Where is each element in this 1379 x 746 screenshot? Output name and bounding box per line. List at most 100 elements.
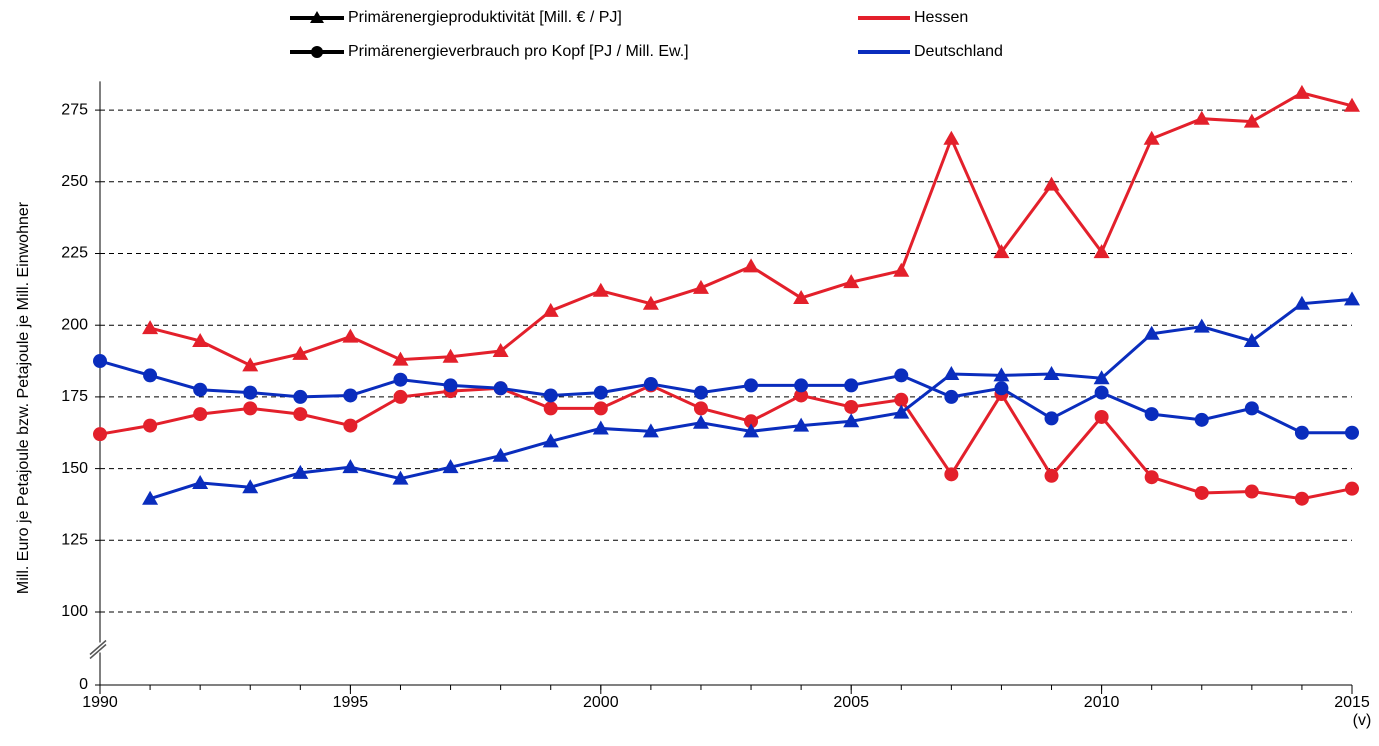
marker [392, 351, 409, 366]
marker [143, 418, 158, 433]
series-line [149, 91, 1353, 367]
marker [543, 388, 558, 403]
marker [1293, 84, 1310, 99]
marker [342, 328, 359, 343]
marker [142, 490, 159, 505]
marker [542, 433, 559, 448]
marker [193, 382, 208, 397]
marker [893, 262, 910, 277]
marker [843, 274, 860, 289]
x-tick-label: 2010 [1084, 694, 1120, 711]
marker [492, 447, 509, 462]
marker [943, 365, 960, 380]
marker [493, 381, 508, 396]
marker [1044, 468, 1059, 483]
marker [1043, 365, 1060, 380]
marker [1193, 110, 1210, 125]
marker [1094, 409, 1109, 424]
marker [1244, 401, 1259, 416]
marker [794, 388, 809, 403]
x-tick-label: 2005 [833, 694, 869, 711]
marker [1344, 291, 1360, 306]
marker [1144, 407, 1159, 422]
marker [994, 381, 1009, 396]
marker [693, 385, 708, 400]
marker [292, 345, 309, 360]
marker [1093, 244, 1110, 259]
marker [592, 282, 609, 297]
marker [292, 464, 309, 479]
marker [93, 427, 107, 442]
marker [943, 130, 960, 145]
legend-label: Primärenergieproduktivität [Mill. € / PJ… [348, 9, 622, 26]
y-tick-label: 150 [61, 460, 88, 477]
marker [944, 389, 959, 404]
marker [844, 399, 859, 414]
marker [1293, 295, 1310, 310]
marker [894, 392, 909, 407]
marker [1094, 385, 1109, 400]
marker [1294, 491, 1309, 506]
x-tick-label: 1995 [333, 694, 369, 711]
legend-label: Deutschland [914, 43, 1003, 60]
marker [743, 258, 760, 273]
marker [843, 413, 860, 428]
legend-marker [311, 46, 323, 58]
marker [442, 459, 459, 474]
marker [1143, 325, 1160, 340]
marker [693, 401, 708, 416]
marker [542, 302, 559, 317]
marker [393, 372, 408, 387]
axis-break [89, 639, 107, 656]
y-axis-title: Mill. Euro je Petajoule bzw. Petajoule j… [15, 201, 32, 594]
x-tick-label: 1990 [82, 694, 118, 711]
marker [1143, 130, 1160, 145]
marker [1244, 484, 1259, 499]
marker [1243, 113, 1260, 128]
marker [743, 423, 760, 438]
marker [692, 414, 709, 429]
marker [593, 401, 608, 416]
marker [1344, 97, 1360, 112]
marker [593, 385, 608, 400]
marker [1345, 481, 1359, 496]
marker [242, 479, 259, 494]
marker [192, 474, 209, 489]
marker [1043, 176, 1060, 191]
marker [893, 404, 910, 419]
y-tick-label: 200 [61, 316, 88, 333]
series-line [99, 359, 1352, 435]
marker [1243, 332, 1260, 347]
legend-label: Primärenergieverbrauch pro Kopf [PJ / Mi… [348, 43, 689, 60]
marker [692, 279, 709, 294]
marker [1044, 411, 1059, 426]
marker [93, 354, 107, 369]
marker [793, 289, 810, 304]
legend-label: Hessen [914, 9, 968, 26]
marker [1194, 485, 1209, 500]
axis-break-gap [94, 642, 106, 653]
marker [392, 470, 409, 485]
marker [993, 244, 1010, 259]
marker [143, 368, 158, 383]
marker [293, 389, 308, 404]
x-tick-label: 2000 [583, 694, 619, 711]
y-tick-label: 125 [61, 532, 88, 549]
marker [993, 367, 1010, 382]
marker [242, 357, 259, 372]
marker [442, 348, 459, 363]
marker [293, 407, 308, 422]
marker [642, 295, 659, 310]
y-tick-label: 275 [61, 101, 88, 118]
marker [192, 332, 209, 347]
y-tick-label: 225 [61, 245, 88, 262]
marker [142, 320, 159, 335]
marker [343, 388, 358, 403]
y-tick-label: 100 [61, 603, 88, 620]
marker [243, 401, 258, 416]
marker [1294, 425, 1309, 440]
marker [1345, 425, 1359, 440]
marker [944, 467, 959, 482]
marker [393, 389, 408, 404]
